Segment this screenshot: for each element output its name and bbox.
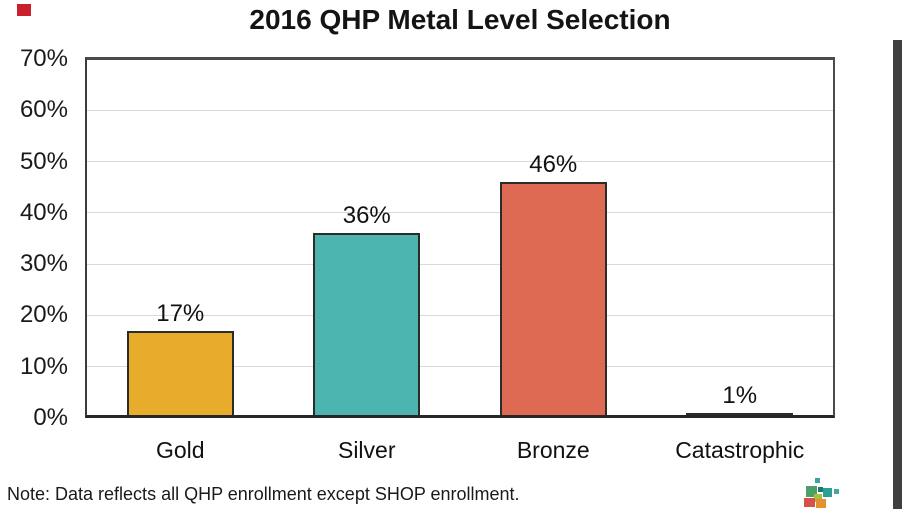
logo-square — [814, 494, 822, 502]
y-tick-label: 10% — [19, 352, 68, 380]
y-tick-label: 40% — [19, 198, 68, 226]
category-label: Catastrophic — [675, 437, 805, 463]
bar-bronze — [499, 182, 607, 418]
gridline — [87, 212, 833, 214]
gridline — [87, 263, 833, 265]
bar-value-label: 36% — [342, 202, 391, 230]
chart-title: 2016 QHP Metal Level Selection — [249, 4, 671, 35]
footnote: Note: Data reflects all QHP enrollment e… — [7, 484, 520, 504]
logo-square — [804, 498, 815, 507]
y-tick-label: 30% — [19, 250, 68, 278]
y-tick-label: 20% — [19, 301, 68, 329]
bar-value-label: 46% — [529, 151, 578, 179]
logo-square — [816, 499, 826, 508]
gridline — [87, 314, 833, 316]
bar-value-label: 17% — [156, 299, 205, 327]
category-label: Bronze — [516, 437, 590, 463]
bar-catastrophic — [686, 412, 794, 418]
y-tick-label: 0% — [33, 404, 68, 431]
y-tick-label: 50% — [19, 147, 68, 175]
logo-square — [823, 488, 832, 497]
logo-square — [815, 478, 820, 483]
gridline — [87, 161, 833, 163]
red-corner-mark — [17, 4, 31, 16]
colored-squares-logo — [801, 474, 845, 508]
bar-value-label: 1% — [722, 381, 758, 409]
category-label: Silver — [337, 437, 396, 463]
bar-silver — [313, 233, 421, 418]
window-edge-strip — [893, 40, 902, 509]
y-tick-label: 60% — [19, 96, 68, 124]
bar-gold — [126, 330, 234, 418]
gridline — [87, 366, 833, 368]
logo-square — [806, 486, 817, 497]
logo-square — [834, 489, 839, 494]
category-label: Gold — [155, 437, 205, 463]
logo-square — [818, 487, 823, 492]
gridline — [87, 109, 833, 111]
y-tick-label: 70% — [19, 45, 68, 72]
